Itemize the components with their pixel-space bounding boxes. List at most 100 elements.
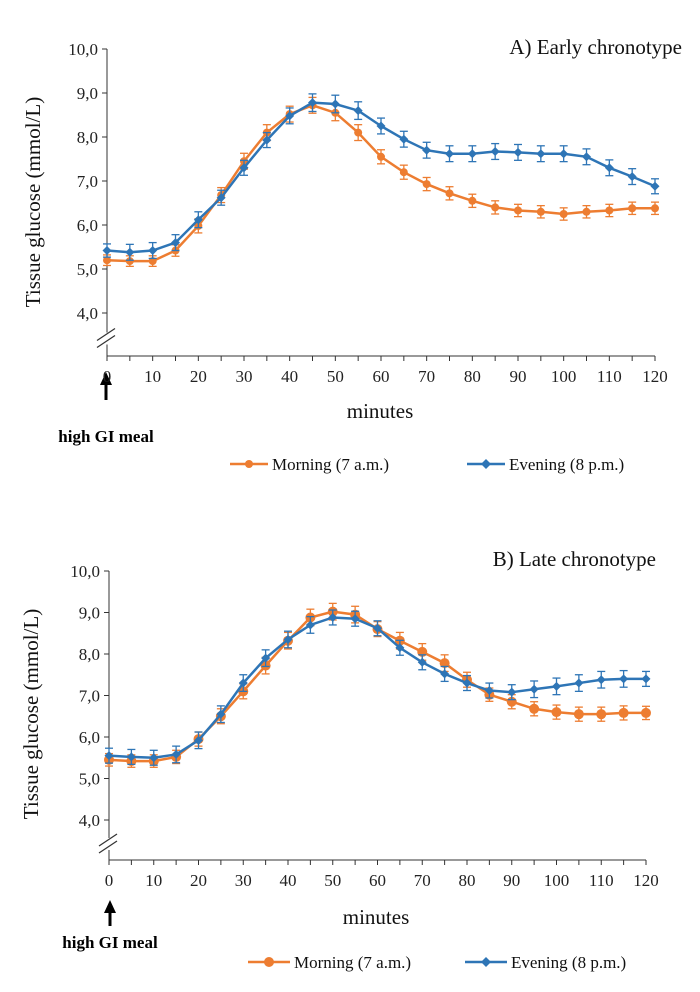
data-point: [651, 204, 659, 213]
data-point: [399, 134, 409, 144]
meal-arrow-icon: [100, 372, 112, 400]
chart-panel-early-chronotype: A) Early chronotype Tissue glucose (mmol…: [21, 35, 682, 474]
x-tick-label: 40: [280, 871, 297, 890]
x-tick-label: 20: [190, 367, 207, 386]
y-tick-label: 6,0: [77, 216, 98, 235]
series-evening: [104, 609, 651, 766]
data-point: [262, 135, 272, 145]
y-tick-label: 9,0: [77, 84, 98, 103]
axis-break-icon: [96, 328, 117, 348]
data-point: [552, 681, 561, 691]
y-tick-label: 9,0: [79, 604, 100, 623]
chart-panel-late-chronotype: B) Late chronotype Tissue glucose (mmol/…: [19, 547, 659, 972]
x-tick-label: 100: [551, 367, 577, 386]
data-point: [239, 163, 249, 173]
y-tick-label: 10,0: [70, 562, 100, 581]
x-tick-label: 120: [633, 871, 659, 890]
data-point: [627, 172, 637, 182]
data-point: [529, 703, 540, 714]
x-tick-label: 60: [373, 367, 390, 386]
x-tick-label: 10: [144, 367, 161, 386]
y-tick-label: 5,0: [79, 770, 100, 789]
x-tick-label: 100: [544, 871, 570, 890]
data-point: [171, 238, 180, 248]
legend: Morning (7 a.m.) Evening (8 p.m.): [230, 455, 624, 474]
x-tick-label: 80: [459, 871, 476, 890]
y-tick-label: 10,0: [68, 40, 98, 59]
data-point: [559, 210, 568, 218]
data-point: [216, 193, 226, 203]
y-tick-label: 4,0: [77, 304, 98, 323]
data-point: [330, 99, 340, 109]
series-line: [108, 616, 646, 760]
legend: Morning (7 a.m.) Evening (8 p.m.): [248, 953, 626, 972]
y-tick-label: 8,0: [77, 128, 98, 147]
data-point: [536, 207, 545, 216]
data-point: [376, 121, 386, 131]
data-point: [399, 168, 408, 177]
x-tick-label: 10: [145, 871, 162, 890]
y-axis-label: Tissue glucose (mmol/L): [19, 609, 43, 819]
y-tick-label: 4,0: [79, 811, 100, 830]
data-point: [305, 620, 315, 630]
y-tick-label: 7,0: [77, 172, 98, 191]
x-tick-label: 50: [327, 367, 344, 386]
y-axis-label: Tissue glucose (mmol/L): [21, 97, 45, 307]
legend-label-evening: Evening (8 p.m.): [509, 455, 624, 474]
data-point: [641, 674, 651, 684]
data-point: [103, 256, 111, 265]
data-point: [350, 614, 360, 624]
data-point: [468, 196, 477, 205]
data-point: [605, 206, 614, 215]
meal-arrow-icon: [104, 900, 116, 926]
legend-item-evening: Evening (8 p.m.): [465, 953, 626, 972]
data-point: [194, 735, 203, 745]
data-point: [283, 634, 293, 644]
x-tick-label: 0: [103, 367, 112, 386]
legend-label-morning: Morning (7 a.m.): [294, 953, 411, 972]
data-point: [650, 181, 660, 191]
data-point: [618, 707, 629, 718]
x-tick-label: 50: [324, 871, 341, 890]
data-point: [354, 128, 363, 137]
data-point: [536, 149, 546, 159]
x-tick-label: 30: [235, 871, 252, 890]
x-tick-label: 80: [464, 367, 481, 386]
chart-title: A) Early chronotype: [509, 35, 682, 59]
data-point: [619, 674, 629, 684]
legend-label-morning: Morning (7 a.m.): [272, 455, 389, 474]
data-point: [440, 669, 450, 679]
data-point: [148, 246, 158, 256]
x-tick-label: 40: [281, 367, 298, 386]
data-point: [373, 623, 382, 633]
data-point: [308, 98, 317, 108]
y-tick-label: 8,0: [79, 645, 100, 664]
data-point: [582, 152, 591, 162]
chart-title: B) Late chronotype: [493, 547, 656, 571]
data-point: [102, 246, 112, 256]
x-tick-label: 20: [190, 871, 207, 890]
legend-item-evening: Evening (8 p.m.): [467, 455, 624, 474]
y-tick-label: 7,0: [79, 687, 100, 706]
data-point: [445, 149, 454, 159]
data-point: [484, 686, 494, 696]
series-evening: [102, 93, 660, 261]
data-point: [582, 207, 591, 216]
data-point: [514, 206, 522, 215]
x-tick-label: 70: [414, 871, 431, 890]
data-point: [285, 111, 295, 121]
meal-annotation: high GI meal: [62, 933, 158, 952]
data-point: [126, 752, 136, 762]
data-point: [261, 653, 271, 663]
data-point: [125, 247, 135, 257]
x-axis-label: minutes: [347, 399, 414, 423]
data-point: [551, 707, 562, 718]
data-point: [641, 707, 651, 718]
x-tick-label: 120: [642, 367, 668, 386]
data-point: [125, 257, 134, 266]
x-tick-label: 110: [597, 367, 622, 386]
data-point: [596, 675, 606, 685]
data-point: [422, 145, 432, 155]
data-point: [377, 152, 385, 161]
